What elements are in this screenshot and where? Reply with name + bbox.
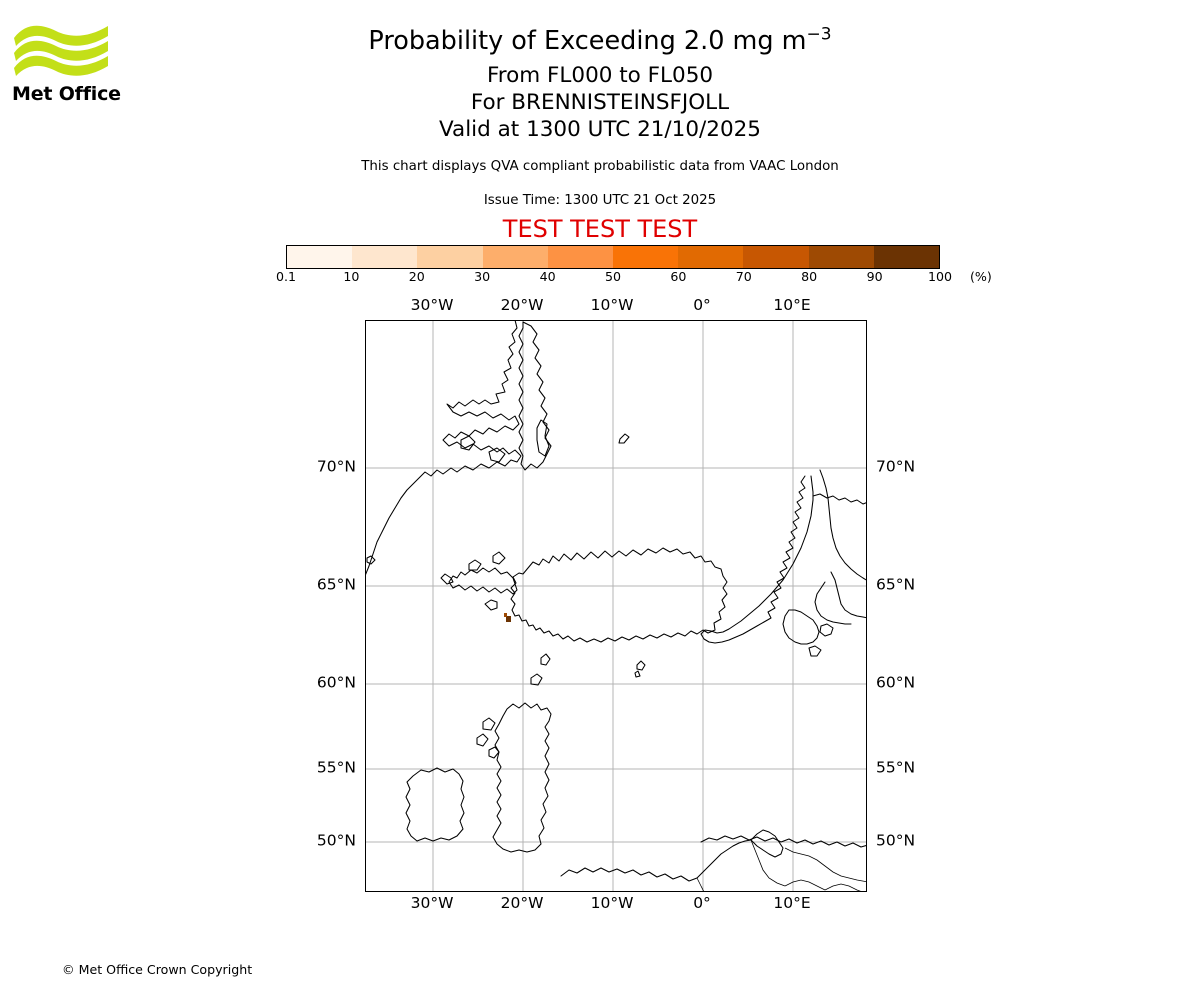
lon-tick--30-bottom: 30°W [410, 894, 454, 912]
lat-tick-60-left: 60°N [316, 673, 356, 692]
lat-tick-55-left: 55°N [316, 758, 356, 777]
greenland-inner-coast [518, 321, 552, 471]
snaefellsnes-peninsula [484, 599, 498, 611]
colorbar-tick-0.1: 0.1 [275, 269, 297, 284]
colorbar-band-10 [873, 246, 940, 268]
iceland-coast [510, 547, 728, 643]
greenland-south-islet [366, 555, 376, 565]
lon-tick--10-bottom: 10°W [590, 894, 634, 912]
lat-tick-65-right: 65°N [876, 575, 916, 594]
lon-tick--10-top: 10°W [590, 296, 634, 314]
lat-tick-50-left: 50°N [316, 831, 356, 850]
faroe-island-south [634, 670, 641, 678]
france-channel-coast [560, 867, 698, 882]
lon-tick--20-bottom: 20°W [500, 894, 544, 912]
lon-tick-0-top: 0° [693, 296, 711, 314]
colorbar-band-2 [352, 246, 418, 268]
test-banner: TEST TEST TEST [502, 215, 698, 243]
map-canvas [366, 321, 866, 891]
norway-east-border [819, 469, 866, 581]
shetland-islands [540, 653, 551, 666]
colorbar-tick-10: 10 [343, 269, 360, 284]
lat-tick-50-right: 50°N [876, 831, 916, 850]
colorbar-tick-100: 100 [927, 269, 953, 284]
iceland-westfjord-tip [440, 573, 454, 585]
colorbar-band-6 [613, 246, 679, 268]
lon-tick-0-bottom: 0° [693, 894, 711, 912]
ash-plume-contour [504, 613, 511, 622]
lon-tick-10-top: 10°E [773, 296, 811, 314]
colorbar-tick-30: 30 [474, 269, 491, 284]
logo-text: Met Office [12, 83, 121, 105]
logo-waves-icon [14, 25, 108, 76]
met-office-logo: Met Office [12, 20, 121, 112]
greenland-fjord-island [536, 419, 550, 457]
lon-tick-10-bottom: 10°E [773, 894, 811, 912]
netherlands-inner [750, 829, 784, 858]
colorbar-tick-60: 60 [670, 269, 687, 284]
colorbar-band-1 [287, 246, 353, 268]
lon-tick--20-top: 20°W [500, 296, 544, 314]
valid-time-subtitle: Valid at 1300 UTC 21/10/2025 [438, 117, 761, 142]
iceland-north-islet [492, 551, 506, 565]
lat-tick-70-right: 70°N [876, 457, 916, 476]
faroe-islands [636, 660, 646, 671]
ireland-coast [405, 767, 465, 842]
lat-tick-60-right: 60°N [876, 673, 916, 692]
outer-hebrides-north [482, 717, 496, 731]
belgium-netherlands-coast [696, 839, 752, 879]
colorbar-unit-label: (%) [970, 269, 992, 284]
lat-tick-55-right: 55°N [876, 758, 916, 777]
denmark-jutland [782, 609, 820, 645]
country-borders [696, 839, 866, 891]
coastlines [366, 321, 866, 882]
greenland-island-a [488, 447, 506, 463]
greenland-island-b [460, 435, 476, 451]
lat-tick-70-left: 70°N [316, 457, 356, 476]
volcano-subtitle: For BRENNISTEINSFJOLL [470, 90, 730, 115]
colorbar-band-7 [678, 246, 744, 268]
colorbar-band-9 [808, 246, 874, 268]
colorbar-bands [286, 245, 940, 269]
colorbar-tick-80: 80 [801, 269, 818, 284]
outer-hebrides-south [476, 733, 489, 747]
colorbar-tick-50: 50 [604, 269, 622, 284]
jan-mayen-island [618, 433, 630, 444]
qva-note: This chart displays QVA compliant probab… [361, 159, 839, 174]
colorbar-tick-90: 90 [866, 269, 883, 284]
copyright-notice: © Met Office Crown Copyright [62, 962, 253, 977]
colorbar [286, 245, 940, 269]
great-britain-coast [492, 702, 552, 853]
colorbar-band-5 [547, 246, 614, 268]
sweden-west-coast [814, 581, 852, 625]
page-title-superscript: −3 [806, 24, 832, 45]
colorbar-tick-labels: 0.1 10 20 30 40 50 60 70 80 90 100 [276, 269, 952, 287]
inner-hebrides [488, 746, 500, 759]
lat-tick-65-left: 65°N [316, 575, 356, 594]
map-gridlines [366, 321, 866, 891]
map-panel[interactable] [365, 320, 867, 892]
colorbar-band-4 [482, 246, 548, 268]
lon-tick--30-top: 30°W [410, 296, 454, 314]
orkney-islands [530, 673, 543, 686]
colorbar-tick-40: 40 [539, 269, 556, 284]
norway-sweden-border [812, 493, 866, 505]
issue-time: Issue Time: 1300 UTC 21 Oct 2025 [483, 193, 717, 208]
colorbar-band-3 [417, 246, 483, 268]
colorbar-tick-70: 70 [735, 269, 752, 284]
iceland-westfjords [448, 567, 518, 595]
continental-north-coast [700, 835, 866, 848]
colorbar-tick-20: 20 [408, 269, 425, 284]
page-title-text: Probability of Exceeding 2.0 mg m [368, 26, 807, 56]
norway-west-coast [700, 475, 814, 644]
sweden-south-coast [830, 571, 866, 619]
denmark-islands [808, 645, 822, 657]
colorbar-band-8 [743, 246, 809, 268]
greenland-coast [366, 321, 522, 575]
flight-level-subtitle: From FL000 to FL050 [486, 63, 714, 88]
iceland-north-peninsula [468, 559, 482, 571]
denmark-zealand [819, 623, 834, 637]
page-title: Probability of Exceeding 2.0 mg m−3 [240, 26, 960, 56]
